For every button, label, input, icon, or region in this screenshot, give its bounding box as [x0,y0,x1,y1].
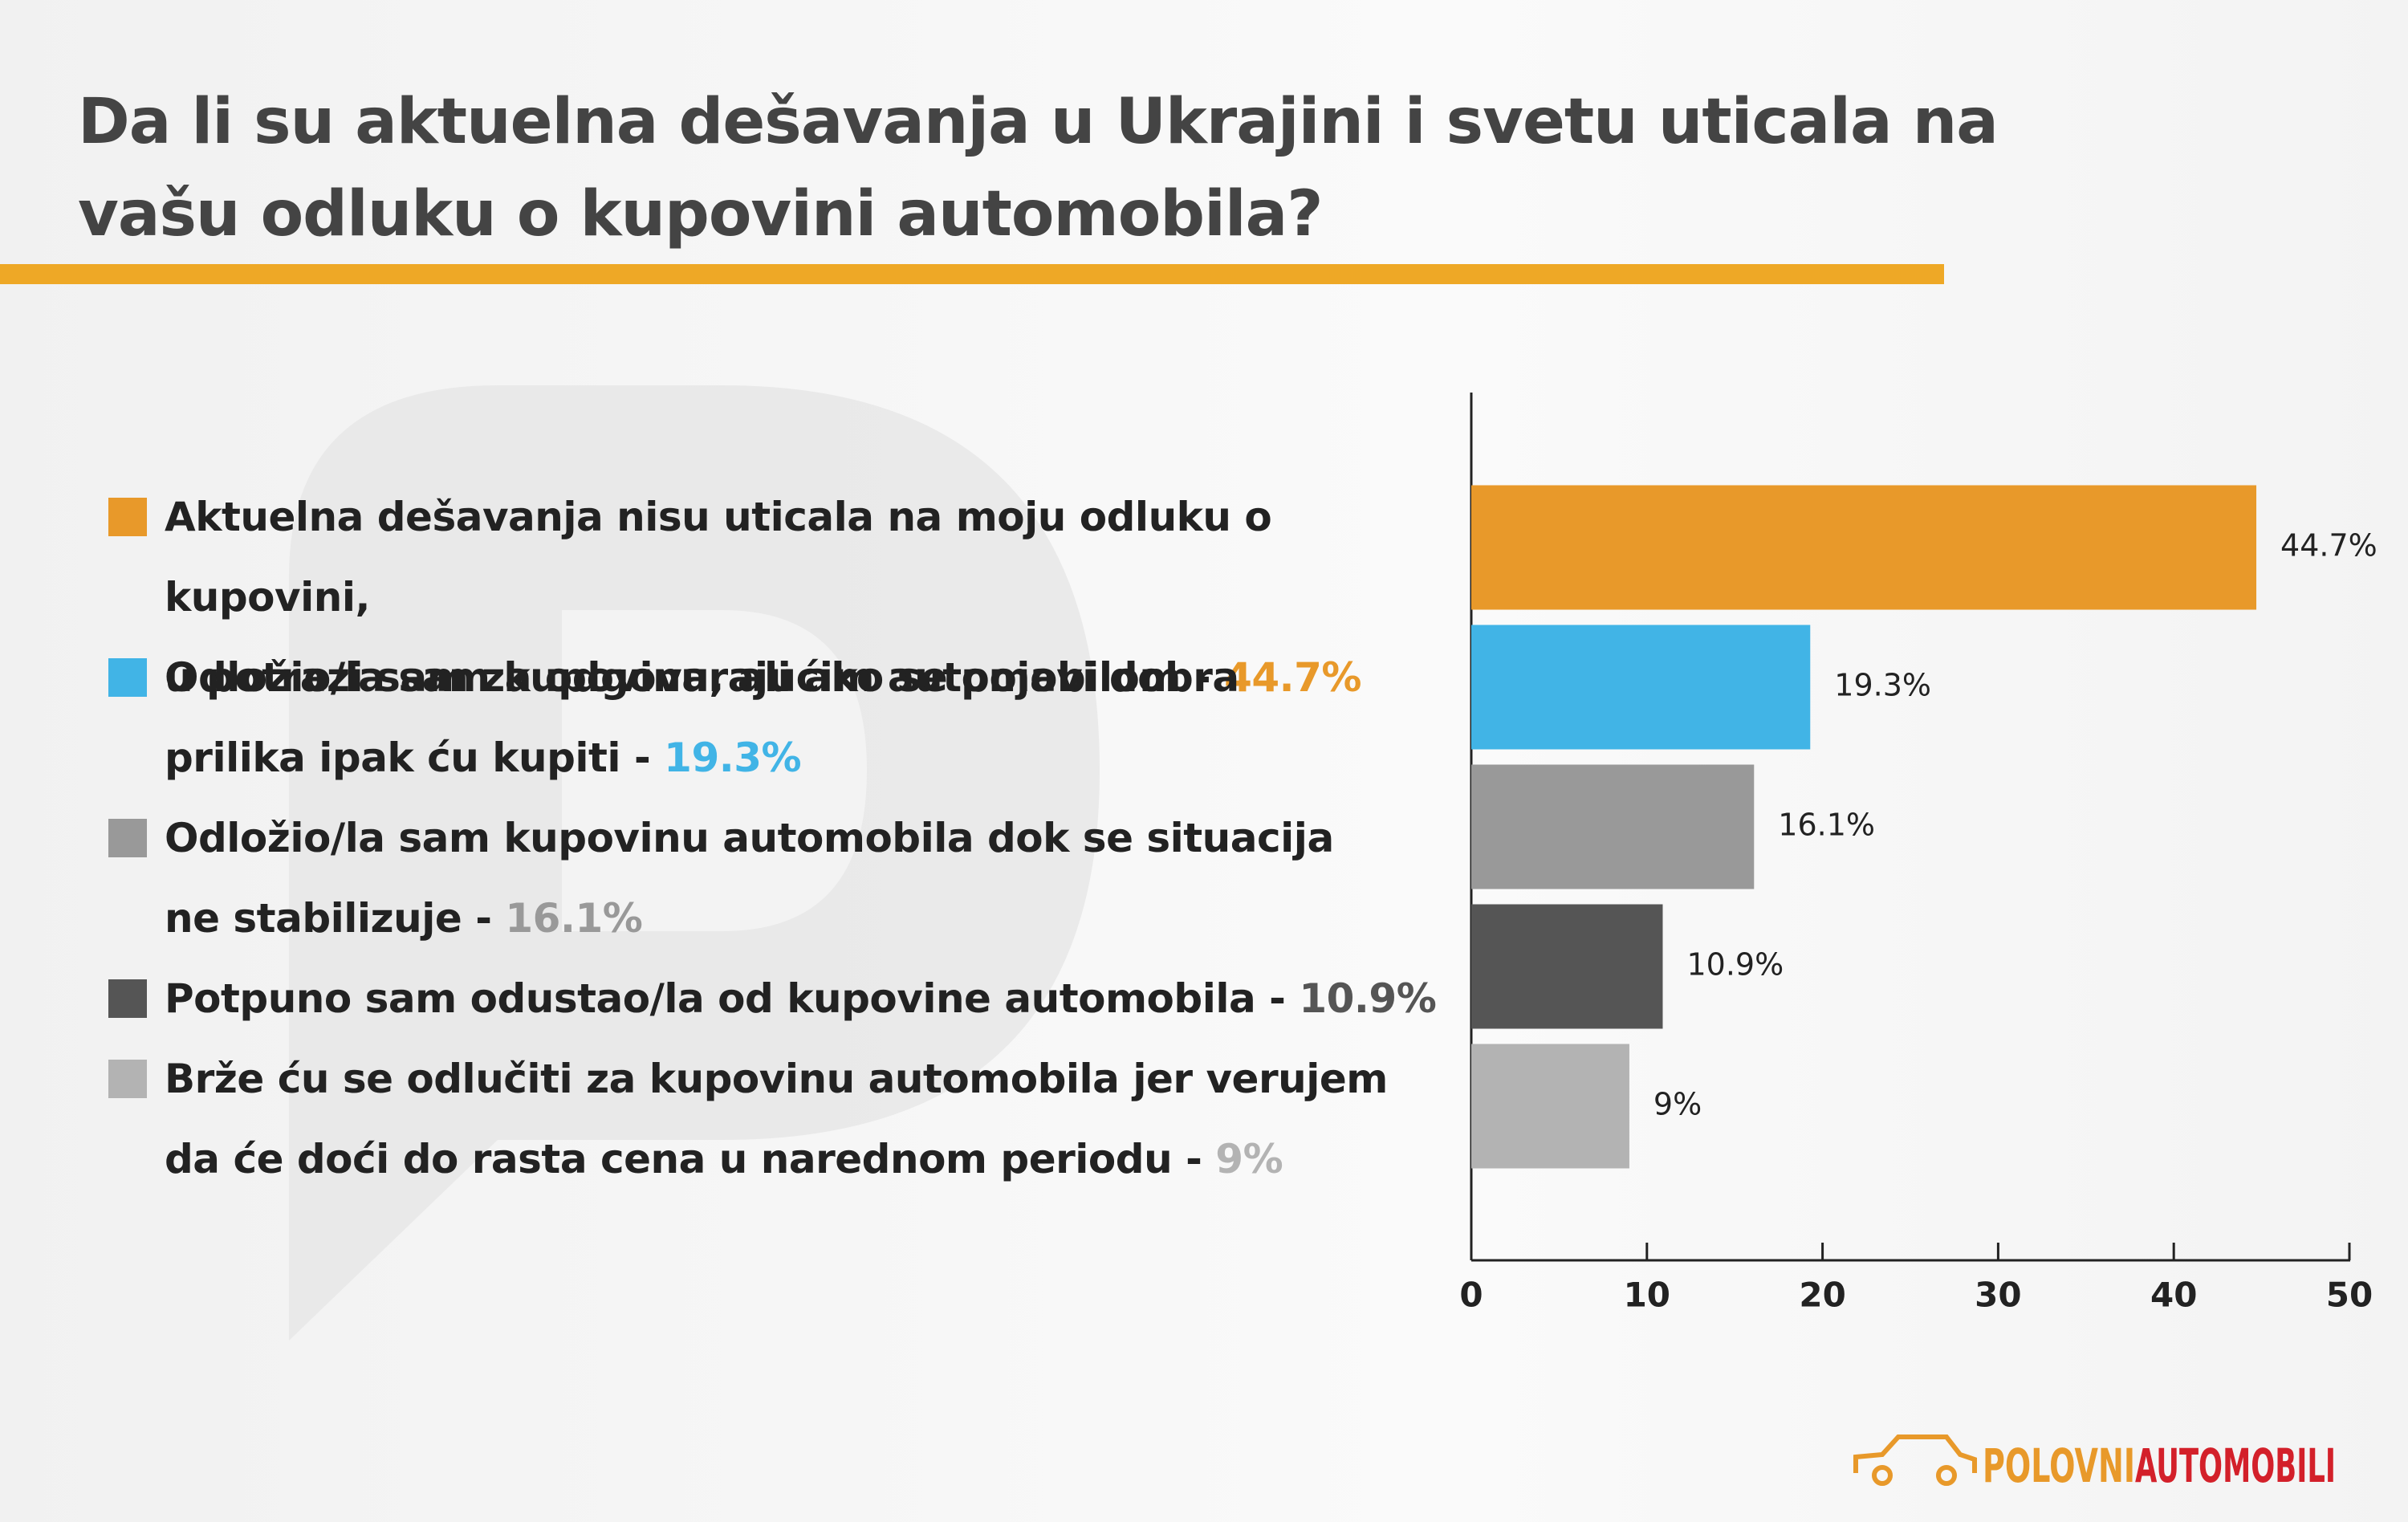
chart-title: Da li su aktuelna dešavanja u Ukrajini i… [78,86,1999,250]
value-label: 10.9% [1686,947,1784,983]
legend-separator: - [1269,975,1286,1022]
x-tick-label: 50 [2326,1276,2373,1315]
legend-swatch [108,498,147,536]
legend-entry: Odložio/la sam kupovinu automobila dok s… [165,798,1489,958]
legend-label: Potpuno sam odustao/la od kupovine autom… [165,975,1256,1022]
logo-part: POLOVNI [1983,1439,2135,1493]
legend-entry: Odložio/la sam kupovinu, ali ako se poja… [165,637,1489,798]
title-underline [0,264,1944,284]
bar [1471,625,1811,750]
value-label: 16.1% [1778,808,1875,843]
x-tick-label: 40 [2150,1276,2197,1315]
legend-entry: Aktuelna dešavanja nisu uticala na moju … [165,477,1489,718]
legend-label: Odložio/la sam kupovinu automobila dok s… [165,815,1334,942]
legend-separator: - [475,895,492,942]
legend-separator: - [633,735,651,781]
legend-value: 10.9% [1299,975,1437,1022]
legend-label: Odložio/la sam kupovinu, ali ako se poja… [165,654,1239,781]
legend-label: Brže ću se odlučiti za kupovinu automobi… [165,1056,1388,1182]
legend-value: 19.3% [664,735,802,781]
value-label: 19.3% [1834,668,1931,703]
legend-separator: - [1194,654,1211,701]
logo-part: AUTOMOBILI [2135,1439,2336,1493]
bar [1471,764,1755,889]
legend-value: 16.1% [505,895,643,942]
value-label: 44.7% [2280,528,2377,564]
logo-icon [1853,1435,1977,1486]
bar [1471,485,2257,610]
legend-value: 9% [1215,1136,1283,1182]
x-tick-label: 20 [1799,1276,1845,1315]
watermark-hole [562,610,867,931]
x-tick-label: 30 [1975,1276,2021,1315]
x-tick-label: 0 [1459,1276,1483,1315]
bar [1471,1044,1629,1169]
legend-swatch [108,658,147,697]
legend-label: Aktuelna dešavanja nisu uticala na moju … [165,494,1272,701]
legend-value: 44.7% [1224,654,1362,701]
legend-swatch [108,819,147,857]
legend-separator: - [1186,1136,1202,1182]
bar [1471,904,1663,1029]
value-label: 9% [1653,1087,1702,1122]
legend-entry: Brže ću se odlučiti za kupovinu automobi… [165,1039,1489,1199]
x-tick-label: 10 [1624,1276,1670,1315]
legend-swatch [108,1060,147,1098]
legend-swatch [108,979,147,1018]
legend-entry: Potpuno sam odustao/la od kupovine autom… [165,958,1489,1039]
